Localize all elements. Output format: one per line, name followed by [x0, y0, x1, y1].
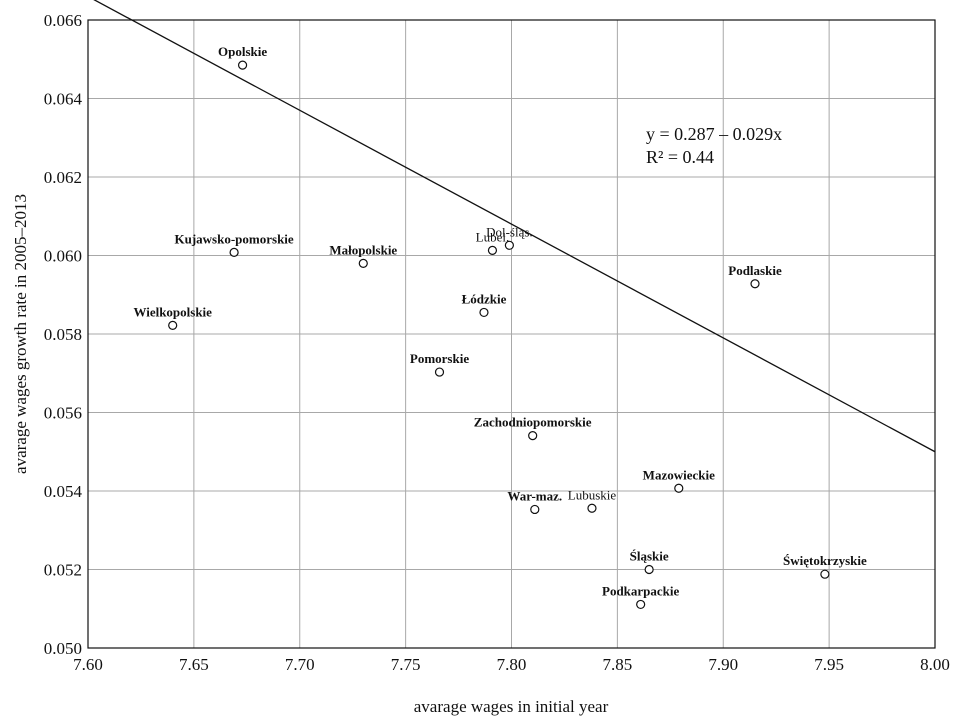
data-point: [168, 320, 178, 330]
grid-lines: [88, 20, 935, 648]
y-tick-label: 0.052: [44, 561, 82, 580]
data-point: [587, 503, 597, 513]
y-axis-title: avarage wages growth rate in 2005–2013: [11, 194, 30, 474]
data-point: [674, 483, 684, 493]
point-label: Podlaskie: [728, 263, 782, 278]
point-label: Lubuskie: [568, 487, 617, 502]
point-label: Śląskie: [630, 549, 669, 564]
point-label: Kujawsko-pomorskie: [175, 231, 294, 246]
x-tick-label: 7.60: [73, 655, 103, 674]
y-tick-label: 0.066: [44, 11, 82, 30]
equation-line-2: R² = 0.44: [646, 147, 714, 167]
x-tick-label: 7.80: [497, 655, 527, 674]
point-labels: Opolskie Kujawsko-pomorskie Wielkopolskie M…: [133, 44, 867, 598]
x-tick-label: 7.75: [391, 655, 421, 674]
y-tick-label: 0.064: [44, 90, 83, 109]
point-label: Podkarpackie: [602, 583, 680, 598]
data-point: [479, 307, 489, 318]
y-tick-label: 0.062: [44, 168, 82, 187]
point-label: Pomorskie: [410, 351, 469, 366]
y-tick-label: 0.058: [44, 325, 82, 344]
point-label: Opolskie: [218, 44, 267, 59]
point-label: Zachodniopomorskie: [474, 415, 592, 430]
regression-line-group: [93, 0, 936, 453]
point-label: Mazowieckie: [643, 467, 715, 482]
data-point: [528, 431, 538, 441]
data-point: [820, 569, 830, 579]
y-tick-label: 0.056: [44, 404, 82, 423]
x-tick-labels: 7.60 7.65 7.70 7.75 7.80 7.85 7.90 7.95 8.00: [73, 655, 950, 674]
point-label: War-maz.: [507, 488, 562, 503]
data-point: [636, 599, 646, 610]
y-tick-label: 0.054: [44, 482, 83, 501]
regression-line: [93, 0, 936, 453]
data-point: [434, 367, 445, 377]
y-tick-labels: 0.050 0.052 0.054 0.056 0.058 0.060 0.062 0.064…: [44, 11, 83, 658]
x-axis-title: avarage wages in initial year: [414, 697, 609, 716]
y-tick-label: 0.060: [44, 247, 82, 266]
data-point: [487, 245, 498, 255]
data-point: [750, 279, 760, 289]
x-tick-label: 7.95: [814, 655, 844, 674]
point-label: Dol-śląs.: [486, 224, 533, 239]
data-point: [229, 247, 239, 257]
point-label: Wielkopolskie: [133, 304, 212, 319]
plot-frame: [87, 19, 936, 649]
data-points: [168, 60, 830, 610]
equation-line-1: y = 0.287 – 0.029x: [646, 124, 782, 144]
point-label: Lubel.: [476, 229, 510, 244]
point-label: Małopolskie: [329, 242, 397, 257]
x-tick-label: 8.00: [920, 655, 950, 674]
data-point: [504, 240, 514, 250]
data-point: [358, 258, 368, 268]
point-label: Świętokrzyskie: [783, 553, 867, 568]
x-tick-label: 7.70: [285, 655, 315, 674]
x-tick-label: 7.90: [708, 655, 738, 674]
x-tick-label: 7.65: [179, 655, 209, 674]
data-point: [237, 60, 248, 70]
data-point: [644, 564, 654, 575]
point-label: Łódzkie: [462, 291, 507, 306]
y-tick-label: 0.050: [44, 639, 82, 658]
x-tick-label: 7.85: [603, 655, 633, 674]
data-point: [530, 504, 540, 515]
